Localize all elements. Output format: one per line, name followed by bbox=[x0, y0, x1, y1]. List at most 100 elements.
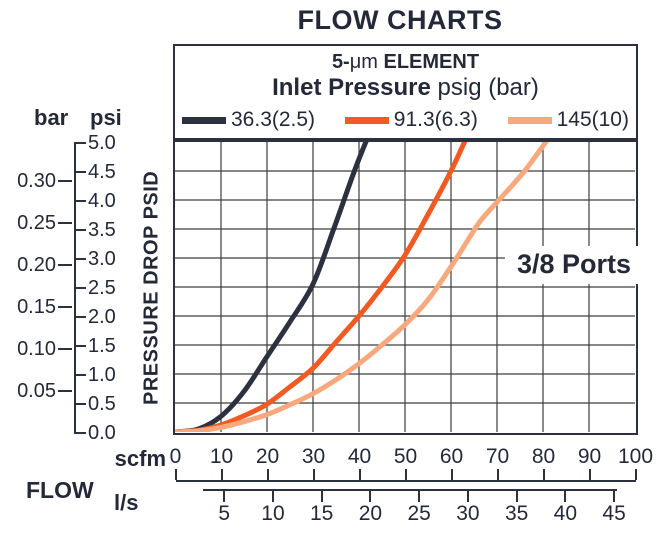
psi-tick bbox=[74, 432, 86, 434]
ls-tick-label: 10 bbox=[261, 502, 285, 525]
psi-tick bbox=[74, 316, 86, 318]
scfm-tick bbox=[450, 469, 453, 480]
bar-tick-label: 0.25 bbox=[17, 211, 56, 234]
ports-annotation: 3/8 Ports bbox=[504, 246, 641, 284]
y-axis-title: PRESSURE DROP PSID bbox=[140, 170, 163, 405]
scfm-tick bbox=[358, 469, 361, 480]
scfm-tick-label: 0 bbox=[169, 445, 182, 468]
bar-tick bbox=[58, 347, 72, 350]
bar-tick bbox=[58, 263, 72, 266]
psi-tick bbox=[74, 287, 86, 289]
legend-swatch bbox=[182, 116, 226, 124]
plot-canvas bbox=[172, 133, 635, 435]
legend-element-suffix: ELEMENT bbox=[377, 51, 480, 73]
ls-unit-label: l/s bbox=[114, 490, 139, 515]
ls-tick-label: 15 bbox=[310, 502, 334, 525]
legend-item-label: 145(10) bbox=[556, 108, 629, 131]
bar-tick-label: 0.30 bbox=[17, 169, 56, 192]
scfm-tick bbox=[634, 469, 637, 480]
psi-unit-label: psi bbox=[90, 105, 122, 130]
ls-tick bbox=[564, 489, 567, 502]
legend-pressure-line: Inlet Pressure psig (bar) bbox=[175, 74, 636, 101]
psi-tick bbox=[74, 229, 86, 231]
ls-tick bbox=[418, 489, 421, 502]
psi-tick-label: 0.5 bbox=[88, 393, 116, 415]
legend-element-line: 5-μm ELEMENT bbox=[175, 50, 636, 74]
scfm-tick bbox=[588, 469, 591, 480]
scfm-tick bbox=[496, 469, 499, 480]
legend-item-label: 36.3(2.5) bbox=[231, 108, 316, 131]
psi-tick bbox=[74, 258, 86, 260]
ls-tick bbox=[271, 489, 274, 502]
psi-tick bbox=[74, 345, 86, 347]
psi-tick bbox=[74, 171, 86, 173]
bar-tick bbox=[58, 179, 72, 182]
legend-item: 91.3(6.3) bbox=[344, 108, 478, 132]
legend-item: 145(10) bbox=[507, 108, 629, 132]
bar-tick bbox=[58, 221, 72, 224]
scfm-tick-label: 20 bbox=[255, 445, 280, 468]
ls-axis-line bbox=[203, 489, 617, 491]
scfm-tick-label: 10 bbox=[209, 445, 234, 468]
psi-tick-label: 4.0 bbox=[88, 190, 116, 212]
page-title: FLOW CHARTS bbox=[297, 5, 503, 35]
bar-tick-label: 0.15 bbox=[17, 295, 56, 318]
curve-91-3-psig bbox=[172, 133, 470, 435]
ls-tick bbox=[613, 489, 616, 502]
scfm-tick-label: 60 bbox=[439, 445, 464, 468]
ls-tick bbox=[466, 489, 469, 502]
psi-tick bbox=[74, 200, 86, 202]
legend-micron-symbol: μm bbox=[349, 51, 378, 73]
ls-tick-label: 25 bbox=[407, 502, 431, 525]
ls-tick bbox=[515, 489, 518, 502]
bar-tick bbox=[58, 389, 72, 392]
scfm-tick bbox=[220, 469, 223, 480]
bar-tick bbox=[58, 305, 72, 308]
scfm-tick-label: 30 bbox=[301, 445, 326, 468]
flow-chart-svg bbox=[172, 133, 635, 435]
scfm-tick-label: 90 bbox=[577, 445, 602, 468]
psi-tick-label: 3.0 bbox=[88, 248, 116, 270]
bar-tick-label: 0.10 bbox=[17, 337, 56, 360]
ls-tick-label: 5 bbox=[218, 502, 231, 525]
psi-tick bbox=[74, 142, 86, 144]
legend-series-row: 36.3(2.5) 91.3(6.3) 145(10) bbox=[175, 108, 636, 132]
bar-unit-label: bar bbox=[34, 105, 69, 130]
psi-tick-label: 2.5 bbox=[88, 277, 116, 299]
legend-item-label: 91.3(6.3) bbox=[393, 108, 478, 131]
flow-axis-label: FLOW bbox=[26, 477, 94, 503]
legend-box: 5-μm ELEMENT Inlet Pressure psig (bar) 3… bbox=[173, 44, 638, 140]
legend-inlet-pressure-label: Inlet Pressure bbox=[272, 74, 431, 101]
psi-tick-label: 1.0 bbox=[88, 364, 116, 386]
psi-tick-label: 5.0 bbox=[88, 132, 116, 154]
scfm-tick bbox=[542, 469, 545, 480]
scfm-tick bbox=[404, 469, 407, 480]
scfm-axis-line bbox=[175, 480, 636, 482]
psi-tick bbox=[74, 403, 86, 405]
scfm-unit-label: scfm bbox=[114, 446, 166, 471]
legend-swatch bbox=[344, 116, 389, 124]
scfm-tick bbox=[312, 469, 315, 480]
scfm-tick-label: 50 bbox=[393, 445, 418, 468]
curve-145-psig bbox=[172, 133, 553, 435]
ls-tick bbox=[223, 489, 226, 502]
scfm-tick-label: 70 bbox=[485, 445, 510, 468]
legend-swatch bbox=[507, 116, 552, 124]
ls-tick bbox=[369, 489, 372, 502]
psi-tick bbox=[74, 374, 86, 376]
psi-tick-label: 3.5 bbox=[88, 219, 116, 241]
plot-area: 3/8 Ports bbox=[172, 133, 641, 435]
scfm-tick bbox=[266, 469, 269, 480]
ls-tick-label: 30 bbox=[456, 502, 480, 525]
ls-tick bbox=[320, 489, 323, 502]
bar-tick-label: 0.05 bbox=[17, 379, 56, 402]
ls-tick-label: 20 bbox=[358, 502, 383, 525]
scfm-tick-label: 80 bbox=[531, 445, 556, 468]
bar-tick-label: 0.20 bbox=[17, 253, 56, 276]
psi-tick-label: 1.5 bbox=[88, 335, 116, 357]
psi-tick-label: 2.0 bbox=[88, 306, 116, 328]
ls-tick-label: 45 bbox=[602, 502, 626, 525]
scfm-tick bbox=[174, 469, 177, 480]
psi-tick-label: 0.0 bbox=[88, 422, 116, 444]
